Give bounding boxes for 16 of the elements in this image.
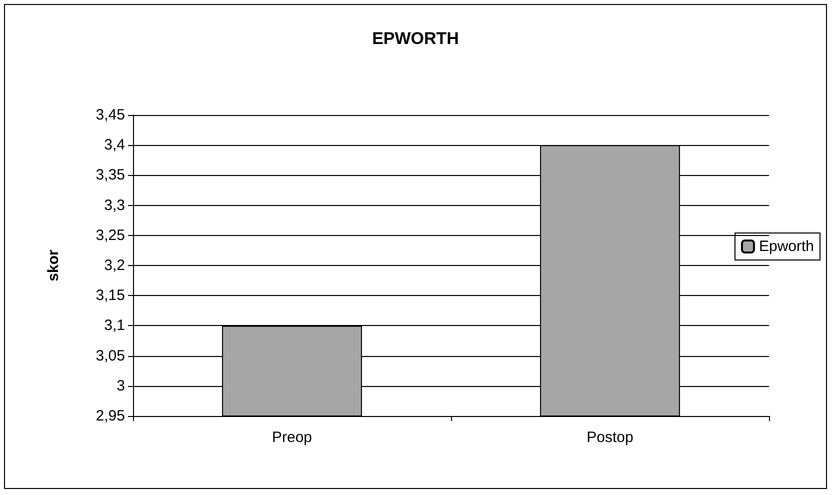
x-tick-label: Preop (272, 429, 312, 446)
y-tick-label: 3,4 (104, 136, 125, 154)
y-tick-label: 3,1 (104, 317, 125, 334)
y-tick-label: 3,05 (96, 347, 125, 364)
y-tick-label: 3,2 (104, 257, 125, 274)
y-axis-title: skor (45, 249, 62, 282)
y-tick-label: 3,35 (96, 166, 125, 184)
legend-label: Epworth (758, 238, 814, 255)
y-tick-label: 3,3 (104, 196, 125, 214)
x-tick-label: Postop (586, 429, 634, 446)
y-tick-label: 3,45 (96, 106, 125, 124)
y-tick-label: 3,25 (96, 226, 125, 244)
y-tick-label: 2,95 (96, 408, 125, 424)
y-tick-label: 3 (116, 377, 125, 394)
y-tick-label: 3,15 (96, 287, 125, 304)
chart-title: EPWORTH (372, 29, 459, 48)
